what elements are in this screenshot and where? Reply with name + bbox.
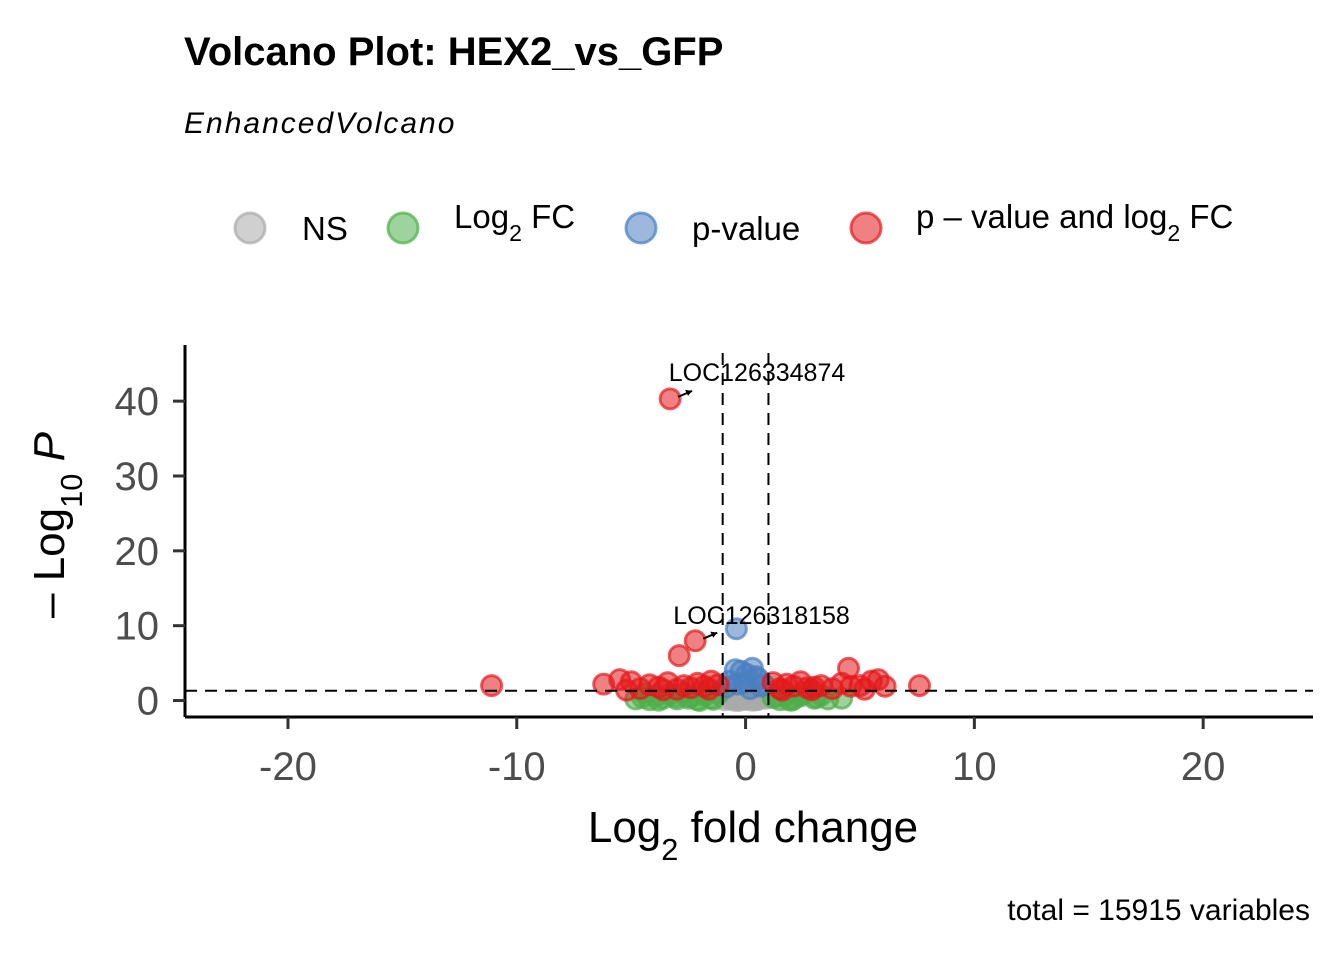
data-point — [697, 677, 721, 701]
legend-key-ns — [233, 211, 267, 245]
chart-caption: total = 15915 variables — [1007, 894, 1310, 927]
legend-label-p: p-value — [692, 210, 800, 247]
cutoff-lines — [185, 353, 1313, 717]
chart-subtitle: EnhancedVolcano — [184, 107, 456, 140]
data-point — [837, 656, 860, 680]
data-point — [873, 674, 897, 698]
point-label: LOC126318158 — [673, 602, 850, 630]
data-point — [658, 387, 682, 411]
data-point — [853, 677, 876, 701]
data-point — [724, 617, 748, 641]
data-point — [683, 629, 707, 653]
label-arrowhead — [710, 631, 718, 638]
x-axis-title: Log2 fold change — [588, 803, 918, 867]
legend-label-both: p – value and log2 FC — [916, 198, 1233, 246]
x-tick-label: 0 — [734, 745, 756, 789]
data-point — [667, 644, 691, 668]
label-arrowhead — [685, 389, 693, 396]
y-axis-title: – Log10 P — [25, 431, 89, 618]
series-3 — [480, 387, 931, 702]
axes: -20 -10 0 10 20 0 10 20 30 40 — [115, 345, 1313, 789]
legend-label-ns: NS — [302, 210, 348, 247]
y-tick-label: 30 — [115, 455, 160, 499]
point-label: LOC126334874 — [669, 359, 846, 387]
x-tick-label: -10 — [488, 745, 546, 789]
legend: NS Log2 FC p-value p – value and log2 FC — [233, 198, 1233, 247]
legend-key-both — [849, 211, 883, 245]
data-point — [908, 674, 931, 698]
y-tick-label: 20 — [115, 530, 160, 574]
legend-key-p — [624, 211, 658, 245]
x-tick-label: 10 — [952, 745, 997, 789]
series-2 — [714, 617, 776, 701]
legend-label-fc: Log2 FC — [454, 198, 575, 246]
y-tick-label: 10 — [115, 605, 160, 649]
point-annotations: LOC126334874 LOC126318158 — [669, 359, 850, 640]
legend-key-fc — [386, 211, 420, 245]
data-points — [480, 387, 931, 712]
plot-area: LOC126334874 LOC126318158 — [185, 353, 1313, 717]
x-tick-label: 20 — [1181, 745, 1226, 789]
data-point — [480, 674, 504, 698]
data-point — [651, 678, 675, 702]
data-point — [800, 678, 824, 702]
y-tick-label: 40 — [115, 380, 160, 424]
x-tick-label: -20 — [259, 745, 317, 789]
chart-title: Volcano Plot: HEX2_vs_GFP — [184, 30, 723, 74]
y-tick-label: 0 — [137, 680, 159, 724]
